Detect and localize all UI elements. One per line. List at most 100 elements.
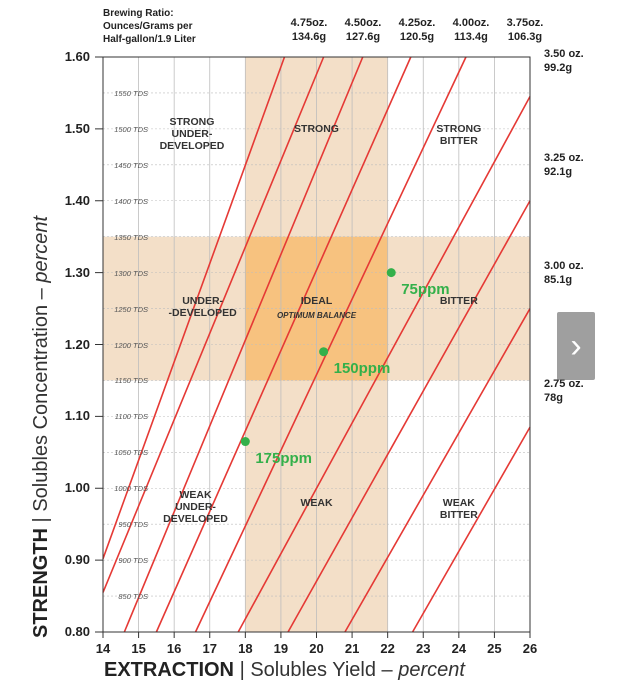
x-tick-label: 17 [202, 641, 217, 656]
zone-label: WEAK UNDER- DEVELOPED [141, 489, 251, 525]
ratio-grams: 106.3g [507, 31, 543, 43]
y-tick-label: 0.90 [64, 552, 90, 568]
x-axis-label-unit: percent [398, 659, 465, 681]
tds-label: 1400 TDS [114, 196, 148, 206]
right-ratio-label: 3.25 oz. 92.1g [544, 151, 604, 179]
ratio-line [155, 56, 412, 633]
y-tick-label: 1.40 [64, 192, 90, 208]
y-axis-label-unit: percent [30, 215, 52, 283]
zone-label-line: UNDER- [175, 501, 216, 514]
tds-label: 1450 TDS [114, 160, 148, 170]
x-tick-label: 21 [344, 641, 360, 656]
ratio-line [344, 308, 531, 633]
ratio-ounces: 3.00 oz. [544, 259, 584, 272]
y-tick-label: 0.80 [64, 624, 90, 639]
right-ratio-label: 3.00 oz. 85.1g [544, 259, 604, 287]
tds-label: 1200 TDS [114, 340, 148, 350]
y-tick-label: 1.00 [64, 480, 90, 496]
tds-label: 1300 TDS [114, 268, 148, 278]
zone-label-line: -DEVELOPED [168, 307, 237, 320]
tds-label: 900 TDS [118, 556, 148, 566]
zone-sublabel: OPTIMUM BALANCE [276, 311, 357, 321]
zone-label: UNDER- -DEVELOPED [148, 295, 258, 319]
tds-label: 1050 TDS [114, 448, 148, 458]
ppm-label: 75ppm [401, 280, 450, 298]
zone-label: WEAK BITTER [404, 497, 514, 521]
ratio-ounces: 3.75oz. [506, 17, 544, 29]
ratio-lines [102, 56, 531, 633]
next-slide-button[interactable]: › [557, 312, 595, 380]
ratio-grams: 78g [544, 392, 563, 405]
ratio-ounces: 3.25 oz. [544, 151, 584, 164]
y-tick-label: 1.60 [64, 49, 90, 64]
zone-label-line: WEAK [300, 496, 333, 509]
axis-tick-marks [95, 56, 531, 638]
x-tick-label: 20 [309, 641, 324, 656]
x-axis-label-main: EXTRACTION [104, 659, 234, 681]
zone-label-line: UNDER- [182, 295, 224, 308]
ratio-line [123, 56, 364, 633]
top-ratio-label: 4.75oz. 134.6g [279, 16, 339, 44]
ratio-grams: 134.6g [291, 31, 327, 43]
tds-label: 1150 TDS [114, 376, 148, 386]
ratio-grams: 120.5g [399, 31, 435, 43]
ratio-ounces: 3.50 oz. [544, 47, 584, 60]
x-tick-label: 22 [380, 641, 395, 656]
x-tick-label: 15 [131, 641, 146, 656]
zone-label: STRONG [262, 123, 372, 135]
ratio-line [102, 56, 325, 593]
ratio-line [237, 96, 531, 633]
tds-label: 950 TDS [118, 520, 148, 530]
x-tick-label: 26 [522, 641, 538, 656]
x-tick-label: 14 [95, 641, 111, 656]
ratio-line [194, 56, 467, 633]
ratio-grams: 127.6g [345, 31, 381, 43]
zone-label-line: UNDER- [171, 127, 213, 140]
zone-label-line: BITTER [439, 295, 478, 308]
y-tick-label: 1.20 [64, 336, 90, 352]
x-tick-label: 25 [487, 641, 502, 656]
zone-label-line: STRONG [436, 122, 482, 135]
data-points [240, 268, 396, 447]
ratio-ounces: 4.25oz. [398, 17, 436, 29]
right-ratio-label: 3.50 oz. 99.2g [544, 47, 604, 75]
x-axis-label: EXTRACTION | Solubles Yield – percent [104, 659, 465, 682]
x-tick-label: 16 [166, 641, 182, 656]
x-tick-label: 24 [451, 641, 467, 656]
zone-label-line: DEVELOPED [159, 139, 225, 152]
ratio-grams: 113.4g [454, 31, 488, 43]
zone-label: STRONG BITTER [404, 123, 514, 147]
zone-label: IDEAL OPTIMUM BALANCE [262, 295, 372, 322]
ratio-grams: 99.2g [544, 61, 573, 74]
measurement-point [319, 347, 329, 357]
chevron-right-icon: › [570, 327, 582, 365]
right-ratio-label: 2.75 oz. 78g [544, 377, 604, 405]
ratio-ounces: 2.75 oz. [544, 378, 584, 391]
zone-label-line: STRONG [294, 122, 339, 135]
zone-label: BITTER [404, 295, 514, 307]
tds-label: 1000 TDS [114, 484, 148, 494]
ppm-label: 175ppm [255, 449, 313, 467]
ratio-ounces: 4.50oz. [344, 17, 382, 29]
tds-label: 1500 TDS [114, 124, 148, 134]
y-axis-label-main: STRENGTH [30, 528, 52, 638]
zone-label-line: DEVELOPED [163, 513, 228, 526]
brewing-ratio-title: Brewing Ratio: [103, 8, 174, 19]
x-tick-label: 19 [273, 641, 289, 656]
measurement-point [240, 437, 250, 447]
ratio-grams: 92.1g [544, 165, 573, 178]
ratio-line [411, 426, 531, 633]
zone-label-line: STRONG [169, 115, 215, 128]
ratio-ounces: 4.75oz. [290, 17, 328, 29]
y-tick-label: 1.50 [64, 120, 90, 136]
tds-label: 850 TDS [118, 592, 148, 602]
tds-label: 1350 TDS [114, 232, 148, 242]
zone-label-line: WEAK [179, 489, 212, 502]
y-axis-label-separator: | [30, 511, 52, 523]
top-ratio-label: 4.00oz. 113.4g [441, 16, 501, 44]
brewing-ratio-header: Brewing Ratio: Ounces/Grams per Half-gal… [103, 7, 253, 46]
top-ratio-label: 3.75oz. 106.3g [495, 16, 555, 44]
zone-label-line: BITTER [439, 508, 478, 521]
tds-label: 1250 TDS [114, 304, 148, 314]
